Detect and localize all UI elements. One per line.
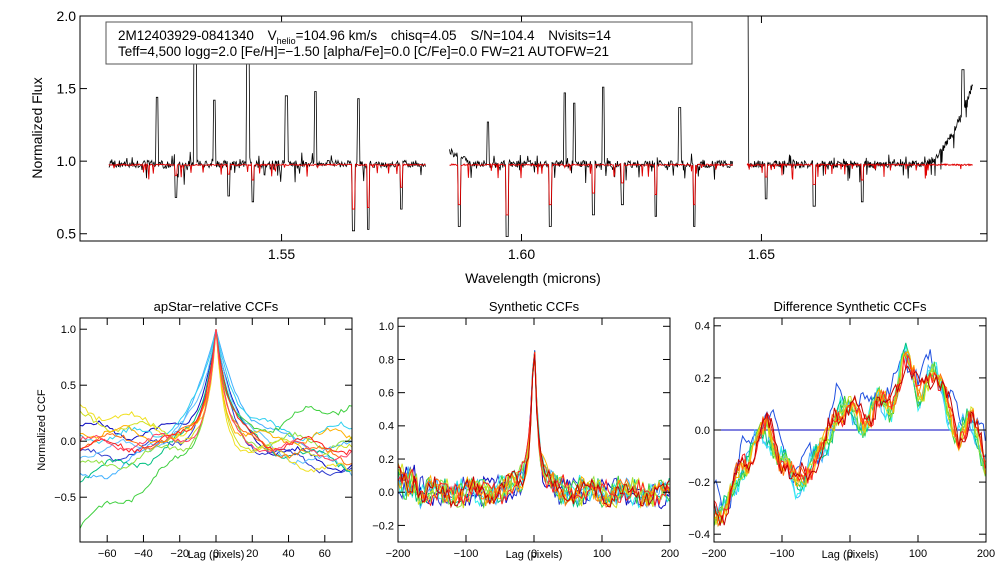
- apstar-ccf-ytick-label: 0.0: [61, 436, 76, 448]
- apstar-ccf-xlabel: Lag (pixels): [188, 549, 245, 561]
- spectrum-ytick-label: 2.0: [57, 8, 77, 24]
- spectrum-panel: 1.55 1.60 1.65 0.5 1.0 1.5 2.0 Wavelength (mic…: [29, 8, 988, 286]
- apstar-ccf-xtick-label: −60: [98, 548, 117, 560]
- annotation-box: [105, 21, 693, 65]
- spectrum-ytick-label: 1.0: [57, 153, 77, 169]
- synthetic-ccf-ytick-label: −0.2: [372, 520, 394, 532]
- annotation-line-2: Teff=4,500 logg=2.0 [Fe/H]=−1.50 [alpha/…: [118, 44, 609, 59]
- model-spectrum-line: [449, 162, 734, 216]
- difference-ccf-ticks: −200 −100 0 100 200 −0.4 −0.2 0.0 0.2 0.4: [688, 318, 995, 560]
- apstar-ccf-ytick-label: 0.5: [61, 380, 76, 392]
- chisq-value: chisq=4.05: [391, 28, 457, 43]
- synthetic-ccf-panel: Synthetic CCFs −200 −100 0 100 200 −0.2 0.0 0.2…: [372, 299, 679, 561]
- vhelio-subscript: helio: [277, 36, 296, 46]
- difference-ccf-xtick-label: −200: [702, 548, 727, 560]
- difference-ccf-ytick-label: 0.0: [695, 425, 710, 437]
- difference-ccf-xtick-label: 200: [977, 548, 995, 560]
- apstar-ccf-xtick-label: 20: [246, 548, 258, 560]
- spectrum-xtick-label: 1.60: [508, 246, 535, 262]
- difference-ccf-ytick-label: 0.4: [695, 321, 710, 333]
- object-id: 2M12403929-0841340: [118, 28, 254, 43]
- difference-ccf-xlabel: Lag (pixels): [822, 549, 879, 561]
- synthetic-ccf-xlabel: Lag (pixels): [506, 549, 563, 561]
- spectrum-data: [108, 16, 973, 237]
- vhelio-label: V: [268, 28, 277, 43]
- synthetic-ccf-ytick-label: 1.0: [379, 321, 394, 333]
- spectrum-ylabel: Normalized Flux: [29, 77, 45, 178]
- difference-ccf-title: Difference Synthetic CCFs: [774, 299, 927, 314]
- synthetic-ccf-xtick-label: −100: [454, 548, 479, 560]
- difference-ccf-panel: Difference Synthetic CCFs −200 −100 0 100 20…: [688, 299, 995, 561]
- difference-ccf-line-v11: [714, 365, 986, 526]
- synthetic-ccf-ytick-label: 0.6: [379, 388, 394, 400]
- spectrum-axes-frame: [79, 15, 988, 242]
- synthetic-ccf-ticks: −200 −100 0 100 200 −0.2 0.0 0.2 0.4 0.6 0.8 1.0: [372, 318, 679, 560]
- apstar-ccf-xtick-label: −40: [134, 548, 153, 560]
- apstar-ccf-ytick-label: −0.5: [54, 492, 76, 504]
- model-spectrum-line: [746, 162, 973, 185]
- difference-ccf-ytick-label: 0.2: [695, 373, 710, 385]
- vhelio-value: =104.96 km/s: [296, 28, 378, 43]
- spectrum-xtick-label: 1.65: [748, 246, 775, 262]
- model-spectrum-line: [108, 162, 426, 210]
- nvisits-value: Nvisits=14: [548, 28, 611, 43]
- synthetic-ccf-title: Synthetic CCFs: [489, 299, 580, 314]
- apstar-ccf-ticks: −60 −40 −20 0 20 40 60 −0.5 0.0 0.5 1.0: [54, 318, 352, 560]
- apstar-ccf-ytick-label: 1.0: [61, 324, 76, 336]
- apstar-ccf-ylabel: Normalized CCF: [36, 389, 48, 471]
- synthetic-ccf-ytick-label: 0.0: [379, 487, 394, 499]
- apstar-ccf-title: apStar−relative CCFs: [154, 299, 279, 314]
- synthetic-ccf-ytick-label: 0.4: [379, 421, 394, 433]
- synthetic-ccf-xtick-label: 100: [593, 548, 611, 560]
- annotation-line-1: 2M12403929-0841340 Vhelio=104.96 km/s ch…: [118, 28, 611, 46]
- difference-ccf-ytick-label: −0.2: [688, 477, 710, 489]
- apstar-ccf-xtick-label: 60: [319, 548, 331, 560]
- synthetic-ccf-ytick-label: 0.2: [379, 454, 394, 466]
- apstar-ccf-data: [80, 329, 352, 529]
- difference-ccf-xtick-label: 0: [847, 548, 853, 560]
- synthetic-ccf-line-v12: [398, 354, 670, 509]
- difference-ccf-xtick-label: 100: [909, 548, 927, 560]
- observed-spectrum-line: [747, 16, 973, 207]
- synthetic-ccf-data: [398, 350, 670, 510]
- spectrum-ytick-label: 0.5: [57, 226, 77, 242]
- sn-value: S/N=104.4: [470, 28, 535, 43]
- spectrum-xlabel: Wavelength (microns): [465, 270, 601, 286]
- apstar-ccf-line-v14: [80, 329, 352, 461]
- apstar-ccf-xtick-label: 40: [282, 548, 294, 560]
- difference-ccf-xtick-label: −100: [770, 548, 795, 560]
- synthetic-ccf-xtick-label: 200: [661, 548, 679, 560]
- spectrum-xtick-label: 1.55: [268, 246, 295, 262]
- apstar-ccf-xtick-label: −20: [170, 548, 189, 560]
- synthetic-ccf-xtick-label: −200: [386, 548, 411, 560]
- apstar-ccf-panel: apStar−relative CCFs −60 −40 −20 0 20 40 60 −0.…: [36, 299, 353, 561]
- difference-ccf-data: [714, 342, 986, 528]
- spectrum-ticks: 1.55 1.60 1.65 0.5 1.0 1.5 2.0: [57, 8, 987, 262]
- synthetic-ccf-xtick-label: 0: [531, 548, 537, 560]
- synthetic-ccf-ytick-label: 0.8: [379, 354, 394, 366]
- apstar-ccf-xtick-label: 0: [213, 548, 219, 560]
- spectrum-ytick-label: 1.5: [57, 80, 77, 96]
- difference-ccf-ytick-label: −0.4: [688, 529, 710, 541]
